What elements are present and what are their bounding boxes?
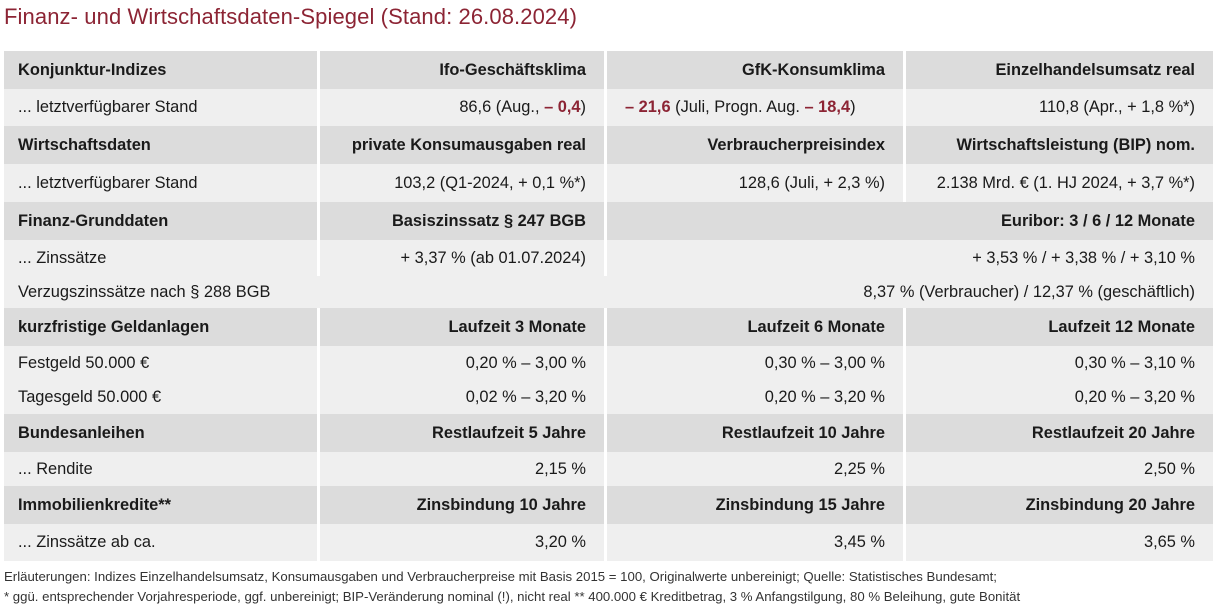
row-konjunktur-values: ... letztverfügbarer Stand 86,6 (Aug., –… bbox=[4, 89, 1213, 126]
row-label: ... letztverfügbarer Stand bbox=[4, 164, 320, 202]
negative-value: – 21,6 bbox=[625, 98, 671, 116]
column-header: GfK-Konsumklima bbox=[607, 51, 906, 89]
cell-value: 3,20 % bbox=[320, 524, 607, 561]
column-header: Verbraucherpreisindex bbox=[607, 126, 906, 164]
value-part: (Juli, Progn. Aug. bbox=[670, 98, 805, 116]
cell-value: 2,25 % bbox=[607, 452, 906, 486]
value-part: ) bbox=[850, 98, 856, 116]
column-header: Wirtschaftsleistung (BIP) nom. bbox=[906, 126, 1213, 164]
column-header: Zinsbindung 20 Jahre bbox=[906, 486, 1213, 524]
column-header: Einzelhandelsumsatz real bbox=[906, 51, 1213, 89]
row-konjunktur-header: Konjunktur-Indizes Ifo-Geschäftsklima Gf… bbox=[4, 51, 1213, 89]
row-rendite: ... Rendite 2,15 % 2,25 % 2,50 % bbox=[4, 452, 1213, 486]
cell-value: 0,02 % – 3,20 % bbox=[320, 380, 607, 414]
negative-value: – 18,4 bbox=[804, 98, 851, 116]
cell-value: 0,20 % – 3,20 % bbox=[906, 380, 1213, 414]
cell-value: 2.138 Mrd. € (1. HJ 2024, + 3,7 %*) bbox=[906, 164, 1213, 202]
section-label: Konjunktur-Indizes bbox=[4, 51, 320, 89]
footnote-line: * ggü. entsprechender Vorjahresperiode, … bbox=[4, 589, 1021, 604]
row-wirtschaft-header: Wirtschaftsdaten private Konsumausgaben … bbox=[4, 126, 1213, 164]
column-header: Ifo-Geschäftsklima bbox=[320, 51, 607, 89]
cell-value: 2,15 % bbox=[320, 452, 607, 486]
cell-value: 2,50 % bbox=[906, 452, 1213, 486]
column-header: Restlaufzeit 5 Jahre bbox=[320, 414, 607, 452]
row-festgeld: Festgeld 50.000 € 0,20 % – 3,00 % 0,30 %… bbox=[4, 346, 1213, 380]
cell-value: 110,8 (Apr., + 1,8 %*) bbox=[906, 89, 1213, 126]
cell-value: 8,37 % (Verbraucher) / 12,37 % (geschäft… bbox=[320, 276, 1213, 308]
row-immobilien-header: Immobilienkredite** Zinsbindung 10 Jahre… bbox=[4, 486, 1213, 524]
column-header: Laufzeit 3 Monate bbox=[320, 308, 607, 346]
cell-value: + 3,37 % (ab 01.07.2024) bbox=[320, 240, 607, 276]
cell-value: 0,20 % – 3,00 % bbox=[320, 346, 607, 380]
row-verzugszins: Verzugszinssätze nach § 288 BGB 8,37 % (… bbox=[4, 276, 1213, 308]
cell-value: 0,20 % – 3,20 % bbox=[607, 380, 906, 414]
column-header: Restlaufzeit 20 Jahre bbox=[906, 414, 1213, 452]
row-tagesgeld: Tagesgeld 50.000 € 0,02 % – 3,20 % 0,20 … bbox=[4, 380, 1213, 414]
row-label: Verzugszinssätze nach § 288 BGB bbox=[4, 276, 320, 308]
column-header: Basiszinssatz § 247 BGB bbox=[320, 202, 607, 240]
cell-value: 128,6 (Juli, + 2,3 %) bbox=[607, 164, 906, 202]
column-header: Laufzeit 12 Monate bbox=[906, 308, 1213, 346]
section-label: Bundesanleihen bbox=[4, 414, 320, 452]
row-geldanlagen-header: kurzfristige Geldanlagen Laufzeit 3 Mona… bbox=[4, 308, 1213, 346]
cell-value: 3,65 % bbox=[906, 524, 1213, 561]
row-label: Tagesgeld 50.000 € bbox=[4, 380, 320, 414]
value-part: 86,6 (Aug., bbox=[459, 98, 545, 116]
cell-value: 0,30 % – 3,00 % bbox=[607, 346, 906, 380]
cell-value: 3,45 % bbox=[607, 524, 906, 561]
row-label: ... Zinssätze bbox=[4, 240, 320, 276]
cell-value: 86,6 (Aug., – 0,4) bbox=[320, 89, 607, 126]
row-label: ... letztverfügbarer Stand bbox=[4, 89, 320, 126]
row-bundesanleihen-header: Bundesanleihen Restlaufzeit 5 Jahre Rest… bbox=[4, 414, 1213, 452]
column-header: private Konsumausgaben real bbox=[320, 126, 607, 164]
negative-value: – 0,4 bbox=[544, 98, 581, 116]
row-label: Festgeld 50.000 € bbox=[4, 346, 320, 380]
column-header: Restlaufzeit 10 Jahre bbox=[607, 414, 906, 452]
cell-value: – 21,6 (Juli, Progn. Aug. – 18,4) bbox=[607, 89, 906, 126]
row-immobilien-values: ... Zinssätze ab ca. 3,20 % 3,45 % 3,65 … bbox=[4, 524, 1213, 561]
row-label: ... Rendite bbox=[4, 452, 320, 486]
column-header: Zinsbindung 15 Jahre bbox=[607, 486, 906, 524]
cell-value: 103,2 (Q1-2024, + 0,1 %*) bbox=[320, 164, 607, 202]
section-label: Wirtschaftsdaten bbox=[4, 126, 320, 164]
section-label: Finanz-Grunddaten bbox=[4, 202, 320, 240]
cell-value: 0,30 % – 3,10 % bbox=[906, 346, 1213, 380]
row-label: ... Zinssätze ab ca. bbox=[4, 524, 320, 561]
section-label: Immobilienkredite** bbox=[4, 486, 320, 524]
page-title: Finanz- und Wirtschaftsdaten-Spiegel (St… bbox=[4, 4, 578, 29]
footnote-line: Erläuterungen: Indizes Einzelhandelsumsa… bbox=[4, 569, 997, 584]
row-wirtschaft-values: ... letztverfügbarer Stand 103,2 (Q1-202… bbox=[4, 164, 1213, 202]
cell-value: + 3,53 % / + 3,38 % / + 3,10 % bbox=[607, 240, 1213, 276]
row-finanz-values: ... Zinssätze + 3,37 % (ab 01.07.2024) +… bbox=[4, 240, 1213, 276]
column-header: Laufzeit 6 Monate bbox=[607, 308, 906, 346]
footnotes: Erläuterungen: Indizes Einzelhandelsumsa… bbox=[4, 567, 1214, 607]
section-label: kurzfristige Geldanlagen bbox=[4, 308, 320, 346]
finance-data-table: Konjunktur-Indizes Ifo-Geschäftsklima Gf… bbox=[4, 51, 1213, 561]
column-header: Zinsbindung 10 Jahre bbox=[320, 486, 607, 524]
value-part: ) bbox=[580, 98, 586, 116]
column-header: Euribor: 3 / 6 / 12 Monate bbox=[607, 202, 1213, 240]
row-finanz-header: Finanz-Grunddaten Basiszinssatz § 247 BG… bbox=[4, 202, 1213, 240]
